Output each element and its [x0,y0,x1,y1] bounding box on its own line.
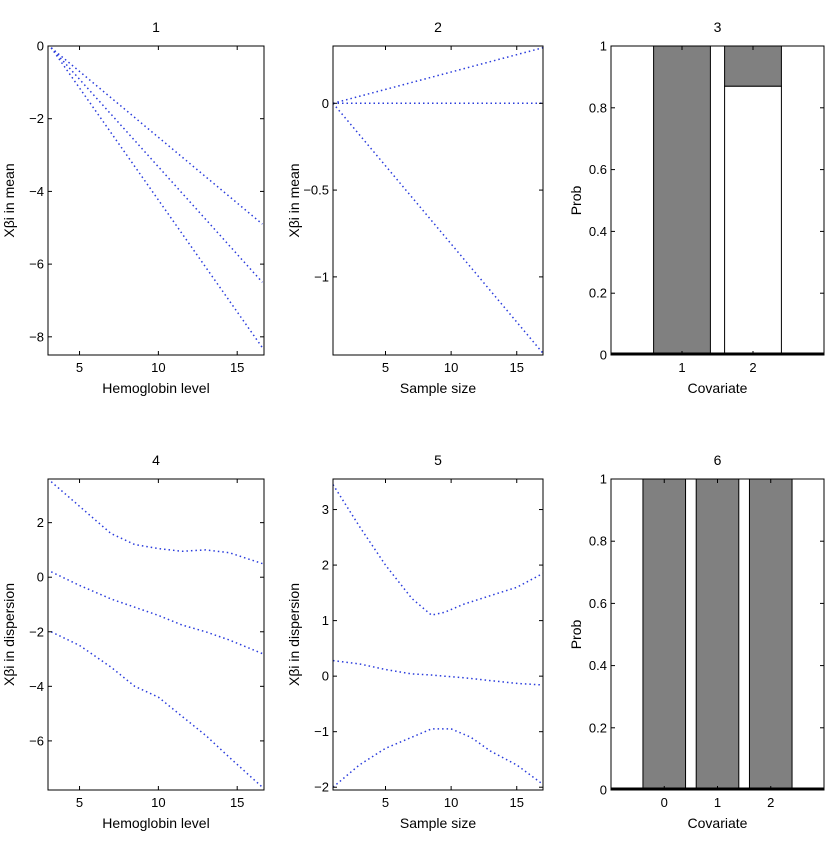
panel-6: 6 0 1 2 0 0.2 0.4 0.6 0.8 1 Covariate Prob [568,452,825,831]
xtick-label: 10 [444,795,458,810]
panel-5-ylabel: Xβi in dispersion [286,583,302,686]
panel-4-frame [47,478,265,791]
series-4-upper [50,481,263,565]
ytick-label: 3 [322,502,329,517]
series-4-lower [50,631,263,788]
ytick-label: 0 [322,669,329,684]
panel-3-title: 3 [714,19,722,35]
series-4-middle [50,571,263,655]
ytick-label: −1 [314,724,329,739]
ytick-label: 0.6 [589,596,607,611]
xtick-label: 10 [151,360,165,375]
ytick-label: −6 [29,733,44,748]
xtick-label: 10 [151,795,165,810]
ytick-label: 0.2 [589,720,607,735]
xtick-label: 10 [444,360,458,375]
xtick-label: 2 [767,795,774,810]
ytick-label: 1 [600,39,607,54]
ytick-label: 0.6 [589,162,607,177]
ytick-label: 2 [37,515,44,530]
ytick-label: 0.8 [589,100,607,115]
ytick-label: 0 [37,570,44,585]
panel-5-frame [332,478,544,791]
panel-3-xlabel: Covariate [688,380,748,396]
panel-6-title: 6 [714,452,722,468]
panel-2: 2 5 10 15 −1 −0.5 0 Sample size Xβi in mean [286,19,544,396]
series-2-lower [332,102,544,354]
panel-4-xlabel: Hemoglobin level [102,815,209,831]
ytick-label: −1 [314,269,329,284]
panel-1-xlabel: Hemoglobin level [102,380,209,396]
xtick-label: 5 [76,795,83,810]
panel-4: 4 5 10 15 −6 −4 −2 0 2 Hemoglobin level Xβi in dis… [1,452,265,831]
panel-4-ylabel: Xβi in dispersion [1,583,17,686]
series-5-lower [332,728,544,788]
ytick-label: 0 [37,39,44,54]
bar-included-3-1 [653,45,711,356]
xtick-label: 1 [714,795,721,810]
ytick-label: 1 [322,613,329,628]
ytick-label: 0.2 [589,286,607,301]
bar-excluded-3-2 [724,85,782,356]
panel-2-xlabel: Sample size [400,380,476,396]
series-1-upper [50,47,263,225]
xtick-label: 0 [661,795,668,810]
ytick-label: −2 [314,780,329,795]
ytick-label: −2 [29,111,44,126]
ytick-label: −4 [29,679,44,694]
ytick-label: −0.5 [303,183,329,198]
xtick-label: 1 [678,360,685,375]
ytick-label: 0.4 [589,224,607,239]
bar-included-6-2 [748,478,793,791]
panel-2-frame [332,45,544,356]
panel-2-ylabel: Xβi in mean [286,163,302,237]
bar-included-3-2 [724,45,782,87]
xtick-label: 5 [382,360,389,375]
bar-included-6-1 [695,478,740,791]
xtick-label: 5 [76,360,83,375]
ytick-label: −2 [29,624,44,639]
series-5-middle [332,659,544,686]
xtick-label: 15 [510,795,524,810]
panel-6-xlabel: Covariate [688,815,748,831]
panel-5-xlabel: Sample size [400,815,476,831]
panel-1-frame [47,45,265,356]
ytick-label: 2 [322,558,329,573]
ytick-label: 0.4 [589,658,607,673]
panel-5-title: 5 [434,452,442,468]
panel-1-title: 1 [152,19,160,35]
ytick-label: 0 [600,348,607,363]
panel-4-title: 4 [152,452,160,468]
ytick-label: −8 [29,329,44,344]
xtick-label: 15 [230,795,244,810]
bar-included-6-0 [642,478,687,791]
series-5-upper [332,484,544,616]
panel-1-ylabel: Xβi in mean [1,163,17,237]
ytick-label: −6 [29,257,44,272]
panel-6-ylabel: Prob [568,620,584,650]
xtick-label: 15 [230,360,244,375]
panel-3-frame [610,45,825,356]
xtick-label: 5 [382,795,389,810]
panel-2-title: 2 [434,19,442,35]
panel-5: 5 5 10 15 −2 −1 0 1 2 3 Sample size Xβi in dispersi… [286,452,544,831]
ytick-label: −4 [29,184,44,199]
xtick-label: 2 [749,360,756,375]
series-2-upper [332,46,544,105]
ytick-label: 0 [600,783,607,798]
xtick-label: 15 [510,360,524,375]
series-1-middle [50,47,263,283]
ytick-label: 1 [600,472,607,487]
ytick-label: 0 [322,96,329,111]
series-1-lower [50,47,264,349]
panel-3-ylabel: Prob [568,186,584,216]
ytick-label: 0.8 [589,534,607,549]
